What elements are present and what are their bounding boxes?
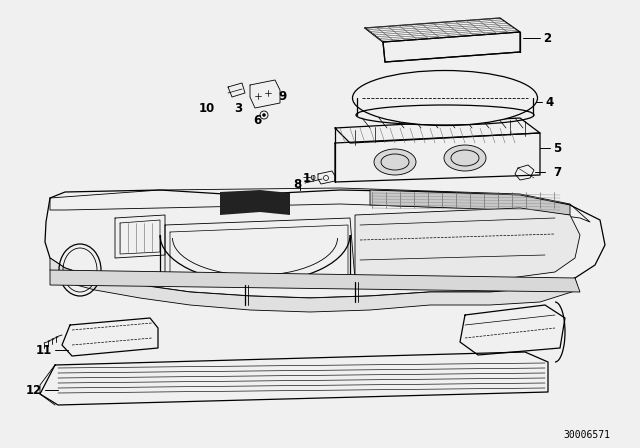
Text: 2: 2: [543, 31, 551, 44]
Polygon shape: [355, 208, 580, 280]
Text: 8: 8: [294, 178, 302, 191]
Polygon shape: [45, 190, 605, 298]
Text: 10: 10: [199, 102, 215, 115]
Ellipse shape: [353, 70, 538, 125]
Circle shape: [262, 113, 266, 116]
Text: 6: 6: [253, 113, 262, 126]
Text: 1: 1: [303, 172, 311, 185]
Polygon shape: [370, 190, 570, 215]
Text: 5: 5: [553, 142, 561, 155]
Text: 3: 3: [234, 103, 242, 116]
Polygon shape: [220, 190, 290, 215]
Text: 4: 4: [545, 95, 553, 108]
Text: 11: 11: [36, 344, 52, 357]
Text: —φ: —φ: [303, 173, 317, 182]
Text: 30006571: 30006571: [563, 430, 610, 440]
Text: 9: 9: [279, 90, 287, 103]
Text: 7: 7: [553, 165, 561, 178]
Ellipse shape: [374, 149, 416, 175]
Polygon shape: [50, 258, 578, 312]
Text: 12: 12: [26, 383, 42, 396]
Ellipse shape: [444, 145, 486, 171]
Polygon shape: [50, 270, 580, 292]
